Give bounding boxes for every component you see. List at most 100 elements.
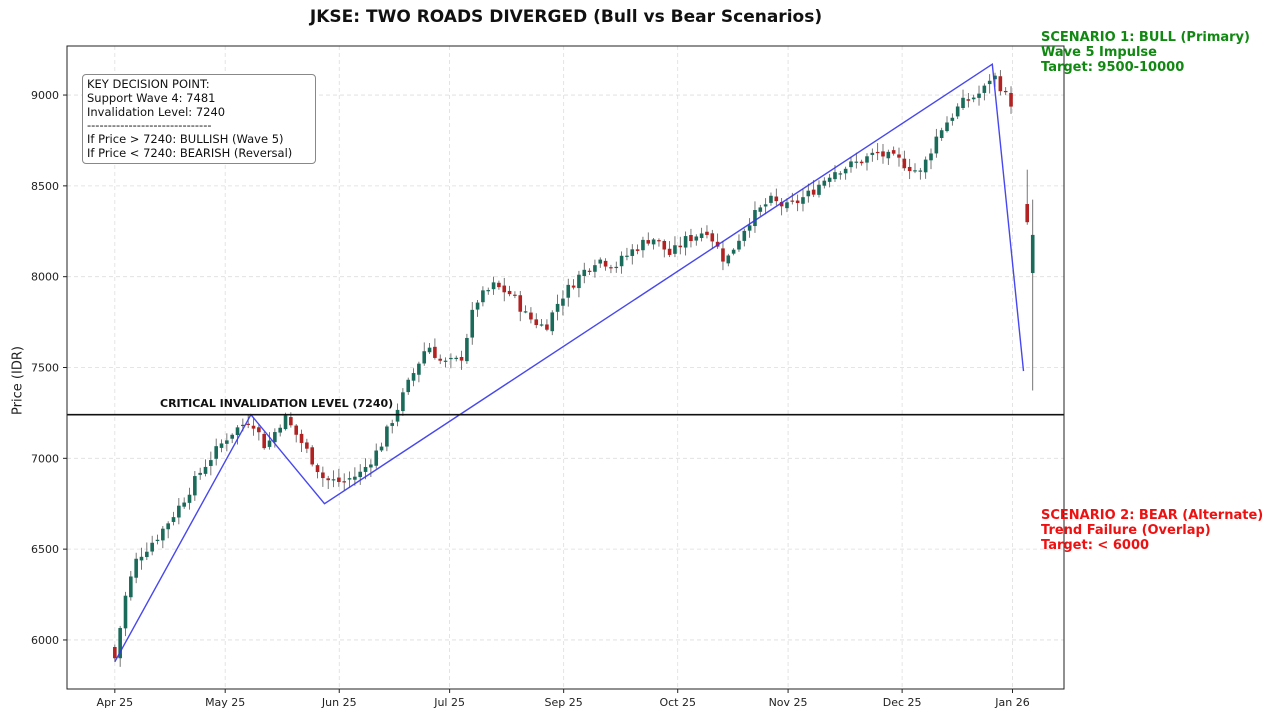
candle-body xyxy=(225,440,229,444)
candle-body xyxy=(374,450,379,466)
candle-body xyxy=(598,259,603,264)
candle-body xyxy=(758,207,763,212)
candle-body xyxy=(123,595,128,629)
candle-body xyxy=(971,97,976,100)
candle-body xyxy=(982,85,987,93)
candle-body xyxy=(545,324,549,330)
candle-body xyxy=(315,465,320,473)
candle-body xyxy=(246,423,250,425)
candle-body xyxy=(945,122,949,132)
grid-lines xyxy=(67,46,1064,689)
candle-body xyxy=(427,347,432,353)
candle-body xyxy=(433,346,437,358)
x-tick-label: Jun 25 xyxy=(321,696,357,709)
y-tick-label: 7000 xyxy=(31,452,59,465)
candle-body xyxy=(881,151,885,157)
candle-body xyxy=(630,249,635,256)
scenario-bull-annotation: SCENARIO 1: BULL (Primary) Wave 5 Impuls… xyxy=(1041,30,1250,75)
x-tick-label: Apr 25 xyxy=(97,696,134,709)
candle-body xyxy=(209,460,213,466)
candle-body xyxy=(849,161,853,168)
candle-body xyxy=(854,161,859,163)
candle-body xyxy=(582,269,587,277)
candle-body xyxy=(859,161,864,164)
candle-body xyxy=(705,231,709,235)
candle-body xyxy=(939,130,944,138)
candle-body xyxy=(614,266,619,269)
candle-body xyxy=(806,190,811,197)
candle-body xyxy=(998,76,1003,92)
candle-body xyxy=(411,373,416,381)
candle-body xyxy=(513,294,517,296)
candle-body xyxy=(363,466,368,472)
candle-body xyxy=(657,240,661,242)
candle-body xyxy=(358,471,363,478)
key-decision-box: KEY DECISION POINT: Support Wave 4: 7481… xyxy=(82,74,316,164)
candle-body xyxy=(827,177,832,182)
candle-body xyxy=(747,225,752,231)
y-tick-label: 6500 xyxy=(31,543,59,556)
candle-body xyxy=(257,427,261,433)
candle-body xyxy=(182,502,186,507)
candle-body xyxy=(198,472,202,475)
candle-body xyxy=(961,97,965,109)
candle-body xyxy=(219,443,224,448)
candle-body xyxy=(161,528,165,541)
y-tick-label: 8500 xyxy=(31,180,59,193)
candle-body xyxy=(555,303,560,312)
candle-body xyxy=(977,93,981,98)
candle-body xyxy=(843,168,848,174)
candle-body xyxy=(651,239,656,245)
scenario-bear-line: Trend Failure (Overlap) xyxy=(1041,523,1211,538)
candle-body xyxy=(913,170,917,172)
candle-body xyxy=(678,245,683,248)
info-line: If Price > 7240: BULLISH (Wave 5) xyxy=(87,132,284,147)
candle-body xyxy=(763,204,768,207)
candle-body xyxy=(875,151,880,154)
candle-body xyxy=(150,542,154,552)
candle-body xyxy=(689,235,693,242)
candle-body xyxy=(534,319,539,326)
candle-body xyxy=(790,200,795,202)
candle-body xyxy=(742,230,747,241)
candle-body xyxy=(1030,234,1035,274)
candle-body xyxy=(310,447,315,465)
candle-body xyxy=(897,154,901,158)
candle-body xyxy=(587,270,592,272)
candle-body xyxy=(993,75,997,80)
scenario-bear-annotation: SCENARIO 2: BEAR (Alternate) Trend Failu… xyxy=(1041,508,1263,553)
candle-body xyxy=(171,517,176,522)
candle-body xyxy=(811,189,816,195)
candle-body xyxy=(443,360,448,362)
y-tick-label: 8000 xyxy=(31,271,59,284)
candle-body xyxy=(1003,90,1008,93)
x-tick-label: Dec 25 xyxy=(883,696,922,709)
candle-body xyxy=(326,478,331,481)
info-line: KEY DECISION POINT: xyxy=(87,77,210,91)
scenario-bull-line: Wave 5 Impulse xyxy=(1041,45,1157,60)
x-tick-label: Sep 25 xyxy=(545,696,583,709)
y-axis-label: Price (IDR) xyxy=(10,346,26,415)
candle-body xyxy=(566,284,571,298)
candle-body xyxy=(721,248,725,262)
scenario-bear-line: Target: < 6000 xyxy=(1041,538,1150,553)
candle-body xyxy=(262,433,266,449)
candle-body xyxy=(203,466,208,474)
candle-body xyxy=(118,628,122,659)
info-line: Invalidation Level: 7240 xyxy=(87,104,226,119)
candle-body xyxy=(470,309,475,338)
info-line: Support Wave 4: 7481 xyxy=(87,90,216,105)
candle-body xyxy=(667,248,672,255)
chart-title: JKSE: TWO ROADS DIVERGED (Bull vs Bear S… xyxy=(309,7,823,27)
candle-body xyxy=(673,245,677,254)
x-axis-ticks: Apr 25 May 25 Jun 25 Jul 25 Sep 25 Oct 25 Nov … xyxy=(97,689,1030,709)
candle-body xyxy=(465,337,469,362)
candle-body xyxy=(774,196,779,202)
candle-body xyxy=(891,150,896,154)
candle-body xyxy=(966,99,971,101)
candle-body xyxy=(177,505,181,518)
candle-body xyxy=(923,159,928,173)
candle-body xyxy=(571,285,576,288)
candle-body xyxy=(475,302,480,310)
